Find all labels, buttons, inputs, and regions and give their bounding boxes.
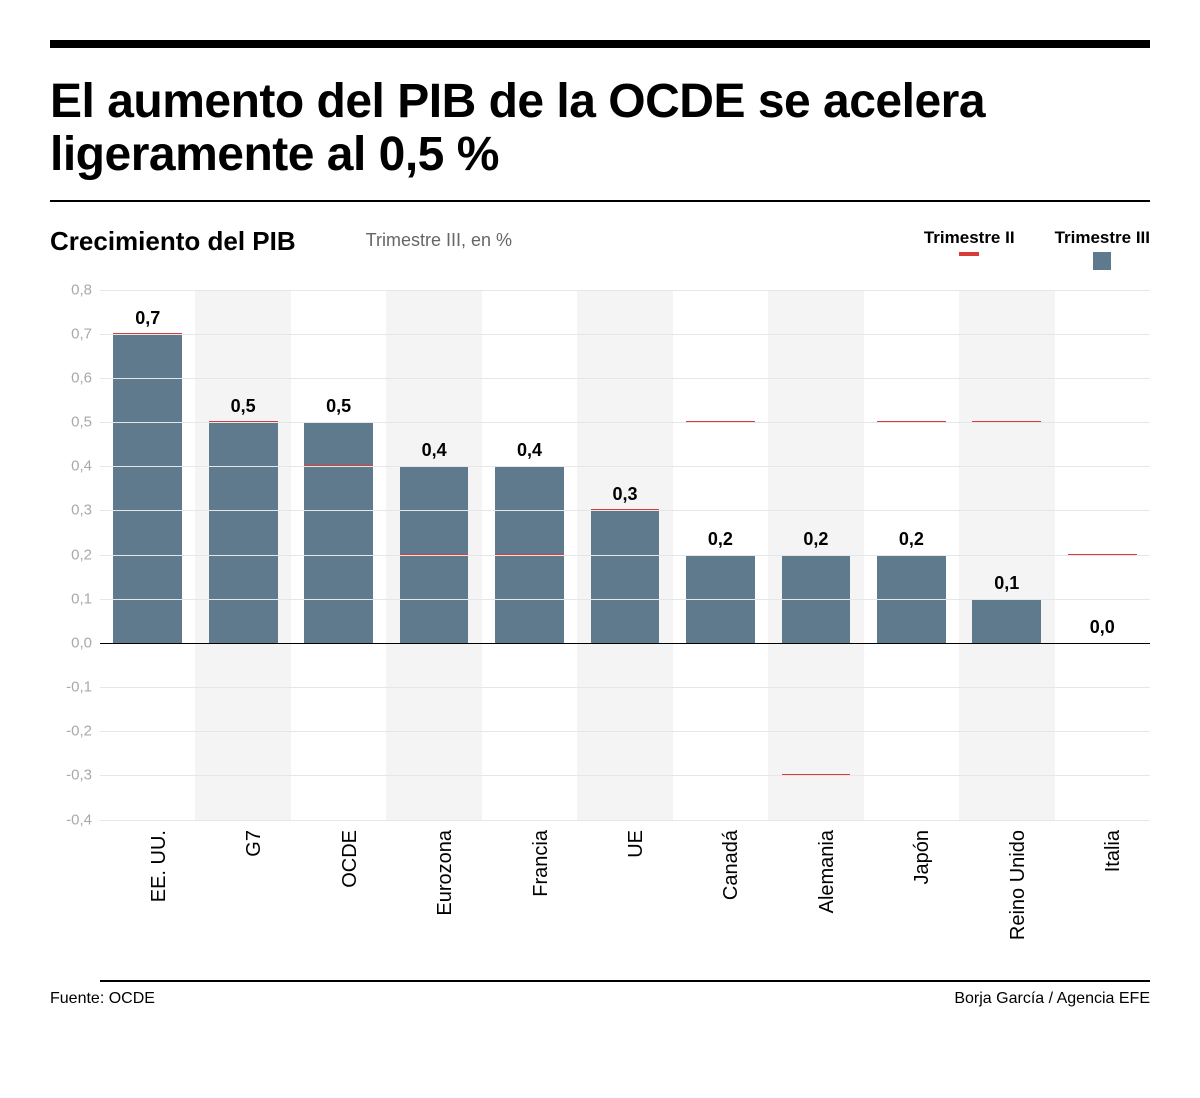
chart-title: Crecimiento del PIB <box>50 226 296 257</box>
chart-header: Crecimiento del PIB Trimestre III, en % … <box>50 226 1150 270</box>
headline: El aumento del PIB de la OCDE se acelera… <box>50 76 1150 182</box>
value-label: 0,4 <box>482 440 577 461</box>
y-tick-label: 0,7 <box>52 325 92 342</box>
y-axis: -0,4-0,3-0,2-0,10,00,10,20,30,40,50,60,7… <box>50 290 100 820</box>
legend-item-q3: Trimestre III <box>1055 228 1150 270</box>
page: El aumento del PIB de la OCDE se acelera… <box>0 0 1200 1038</box>
gridline <box>100 599 1150 600</box>
bar <box>209 422 278 643</box>
y-tick-label: 0,4 <box>52 458 92 475</box>
y-tick-label: 0,1 <box>52 590 92 607</box>
value-label: 0,0 <box>1055 617 1150 638</box>
x-label: Alemania <box>768 820 863 980</box>
gridline <box>100 422 1150 423</box>
x-label: G7 <box>195 820 290 980</box>
y-tick-label: 0,2 <box>52 546 92 563</box>
y-tick-label: 0,6 <box>52 369 92 386</box>
chart: -0,4-0,3-0,2-0,10,00,10,20,30,40,50,60,7… <box>50 290 1150 820</box>
gridline <box>100 510 1150 511</box>
gridline <box>100 555 1150 556</box>
legend-swatch-q2 <box>959 252 979 256</box>
value-label: 0,4 <box>386 440 481 461</box>
y-tick-label: 0,3 <box>52 502 92 519</box>
value-label: 0,1 <box>959 573 1054 594</box>
legend-label-q3: Trimestre III <box>1055 228 1150 248</box>
x-label: Eurozona <box>386 820 481 980</box>
y-tick-label: -0,4 <box>52 811 92 828</box>
y-tick-label: -0,2 <box>52 723 92 740</box>
legend: Trimestre II Trimestre III <box>924 226 1150 270</box>
value-label: 0,3 <box>577 484 672 505</box>
value-label: 0,2 <box>768 529 863 550</box>
zero-line <box>100 643 1150 645</box>
x-label: OCDE <box>291 820 386 980</box>
source: Fuente: OCDE <box>50 990 155 1008</box>
gridline <box>100 731 1150 732</box>
footer: Fuente: OCDE Borja García / Agencia EFE <box>50 990 1150 1008</box>
gridline <box>100 378 1150 379</box>
bar <box>972 599 1041 643</box>
x-label: EE. UU. <box>100 820 195 980</box>
y-tick-label: -0,3 <box>52 767 92 784</box>
value-label: 0,5 <box>291 396 386 417</box>
legend-label-q2: Trimestre II <box>924 228 1015 248</box>
value-label: 0,5 <box>195 396 290 417</box>
y-tick-label: 0,5 <box>52 414 92 431</box>
bar <box>304 422 373 643</box>
bar <box>113 334 182 643</box>
top-rule <box>50 40 1150 48</box>
value-label: 0,7 <box>100 308 195 329</box>
gridline <box>100 466 1150 467</box>
x-label: Italia <box>1055 820 1150 980</box>
x-label: Francia <box>482 820 577 980</box>
y-tick-label: -0,1 <box>52 679 92 696</box>
gridline <box>100 290 1150 291</box>
bar <box>591 510 660 643</box>
x-label: Japón <box>864 820 959 980</box>
legend-item-q2: Trimestre II <box>924 228 1015 270</box>
gridline <box>100 687 1150 688</box>
gridline <box>100 334 1150 335</box>
value-label: 0,2 <box>673 529 768 550</box>
credit: Borja García / Agencia EFE <box>954 990 1150 1008</box>
gridline <box>100 775 1150 776</box>
bottom-rule <box>100 980 1150 982</box>
value-label: 0,2 <box>864 529 959 550</box>
legend-swatch-q3 <box>1093 252 1111 270</box>
x-label: Reino Unido <box>959 820 1054 980</box>
y-tick-label: 0,0 <box>52 634 92 651</box>
x-axis: EE. UU.G7OCDEEurozonaFranciaUECanadáAlem… <box>100 820 1150 980</box>
x-label: UE <box>577 820 672 980</box>
chart-sublabel: Trimestre III, en % <box>366 226 512 251</box>
x-label: Canadá <box>673 820 768 980</box>
y-tick-label: 0,8 <box>52 281 92 298</box>
plot-area: 0,70,50,50,40,40,30,20,20,20,10,0 <box>100 290 1150 820</box>
title-rule <box>50 200 1150 202</box>
